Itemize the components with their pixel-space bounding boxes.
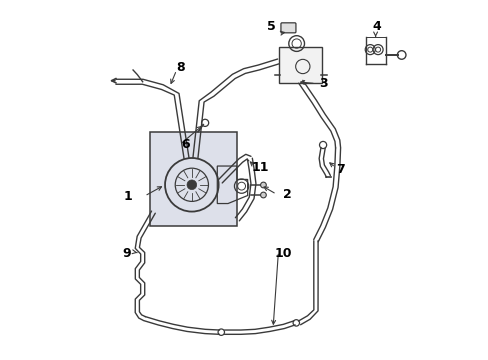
FancyBboxPatch shape	[149, 132, 237, 226]
Text: 9: 9	[122, 247, 131, 260]
Text: 3: 3	[318, 77, 327, 90]
Text: 11: 11	[251, 161, 269, 174]
Text: 2: 2	[283, 188, 291, 201]
Circle shape	[260, 182, 266, 188]
Text: 4: 4	[371, 20, 380, 33]
Text: 1: 1	[124, 190, 133, 203]
FancyBboxPatch shape	[279, 47, 322, 83]
Text: 5: 5	[266, 20, 275, 33]
Circle shape	[186, 180, 196, 190]
FancyBboxPatch shape	[281, 23, 295, 33]
Circle shape	[260, 192, 266, 198]
Text: 8: 8	[176, 61, 184, 74]
Text: 10: 10	[274, 247, 292, 260]
Text: 6: 6	[181, 138, 189, 151]
Text: 7: 7	[336, 163, 345, 176]
